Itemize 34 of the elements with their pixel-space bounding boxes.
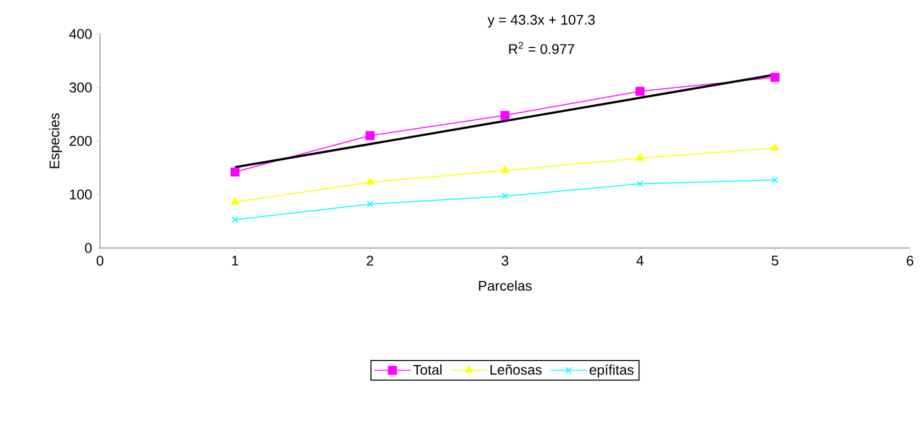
x-tick-label: 4 (636, 256, 644, 266)
point (636, 154, 644, 161)
point (366, 178, 374, 185)
point (502, 192, 508, 200)
x-axis-title: Parcelas (479, 280, 532, 291)
y-tick-label: 400 (69, 29, 92, 39)
point (230, 168, 240, 177)
y-tick-label: 100 (70, 190, 92, 200)
point (500, 110, 510, 120)
x-tick-label: 6 (906, 256, 914, 266)
x-tick-label: 2 (366, 256, 374, 266)
point (366, 131, 375, 140)
point (772, 176, 778, 184)
point (231, 197, 239, 204)
legend-label: epífitas (590, 364, 634, 378)
point (366, 200, 374, 208)
point (232, 216, 238, 223)
legend-label: Total (413, 364, 442, 375)
x-tick-label: 0 (96, 256, 104, 266)
x-tick-label: 3 (502, 256, 508, 266)
point (771, 143, 779, 150)
point (501, 166, 509, 173)
y-tick-label: 0 (85, 243, 92, 253)
x-tick-label: 5 (772, 256, 778, 266)
x-tick-label: 1 (232, 256, 238, 266)
legend-label: Leñosas (490, 364, 542, 375)
point (770, 72, 780, 82)
y-axis-title: Especies (49, 113, 62, 168)
annotation: R$^{2}$ = 0.977 (509, 42, 574, 54)
point (636, 86, 645, 96)
point (636, 180, 644, 188)
text: y = 43.3x + 107.3 (488, 14, 595, 28)
y-tick-label: 200 (70, 136, 92, 146)
y-tick-label: 300 (69, 82, 92, 92)
